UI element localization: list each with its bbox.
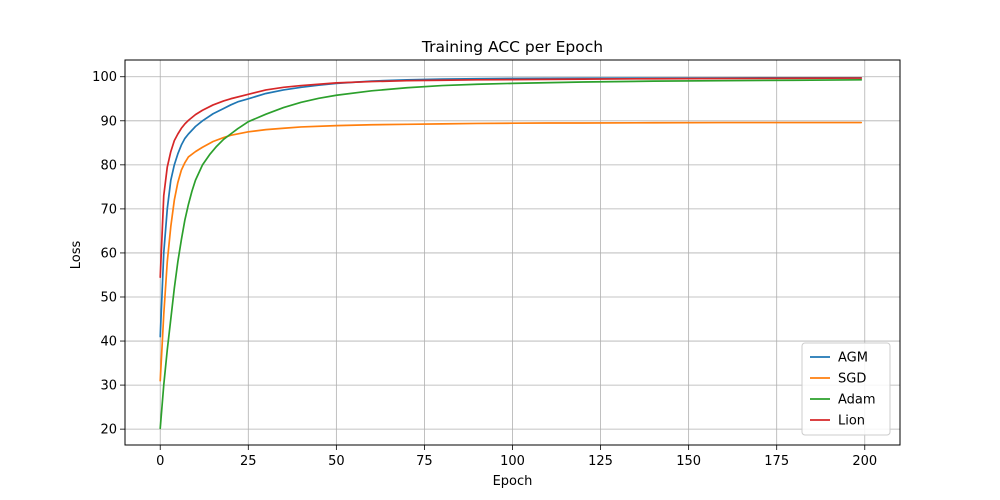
x-tick-label: 150 — [676, 454, 701, 469]
series-lines — [159, 76, 863, 430]
series-line-sgd — [159, 121, 863, 382]
series-line-adam — [159, 78, 863, 430]
series-line-agm — [159, 76, 863, 338]
x-tick-label: 0 — [156, 454, 164, 469]
chart-title: Training ACC per Epoch — [421, 38, 603, 56]
y-tick-label: 100 — [92, 70, 117, 85]
y-tick-label: 90 — [100, 114, 117, 129]
x-tick-label: 200 — [852, 454, 877, 469]
x-tick-label: 25 — [240, 454, 257, 469]
y-tick-label: 60 — [100, 246, 117, 261]
legend-label-lion: Lion — [838, 414, 865, 429]
x-tick-label: 50 — [328, 454, 345, 469]
legend-box — [801, 342, 891, 436]
x-tick-label: 175 — [764, 454, 789, 469]
legend: AGM SGD Adam Lion — [801, 342, 891, 436]
y-tick-label: 80 — [100, 158, 117, 173]
y-axis-ticks: 20 30 40 50 60 70 80 90 100 — [92, 70, 125, 438]
x-tick-label: 125 — [588, 454, 613, 469]
y-tick-label: 40 — [100, 335, 117, 350]
x-tick-label: 75 — [416, 454, 433, 469]
y-tick-label: 70 — [100, 202, 117, 217]
y-tick-label: 20 — [100, 423, 117, 438]
legend-label-sgd: SGD — [838, 372, 866, 387]
x-tick-label: 100 — [500, 454, 525, 469]
legend-label-agm: AGM — [838, 351, 868, 366]
y-tick-label: 30 — [100, 379, 117, 394]
grid-lines — [125, 60, 900, 445]
series-line-lion — [159, 77, 863, 279]
legend-label-adam: Adam — [838, 393, 876, 408]
y-axis-label: Loss — [69, 241, 84, 270]
x-axis-ticks: 0 25 50 75 100 125 150 175 200 — [156, 445, 877, 469]
x-axis-label: Epoch — [493, 474, 533, 489]
y-tick-label: 50 — [100, 290, 117, 305]
